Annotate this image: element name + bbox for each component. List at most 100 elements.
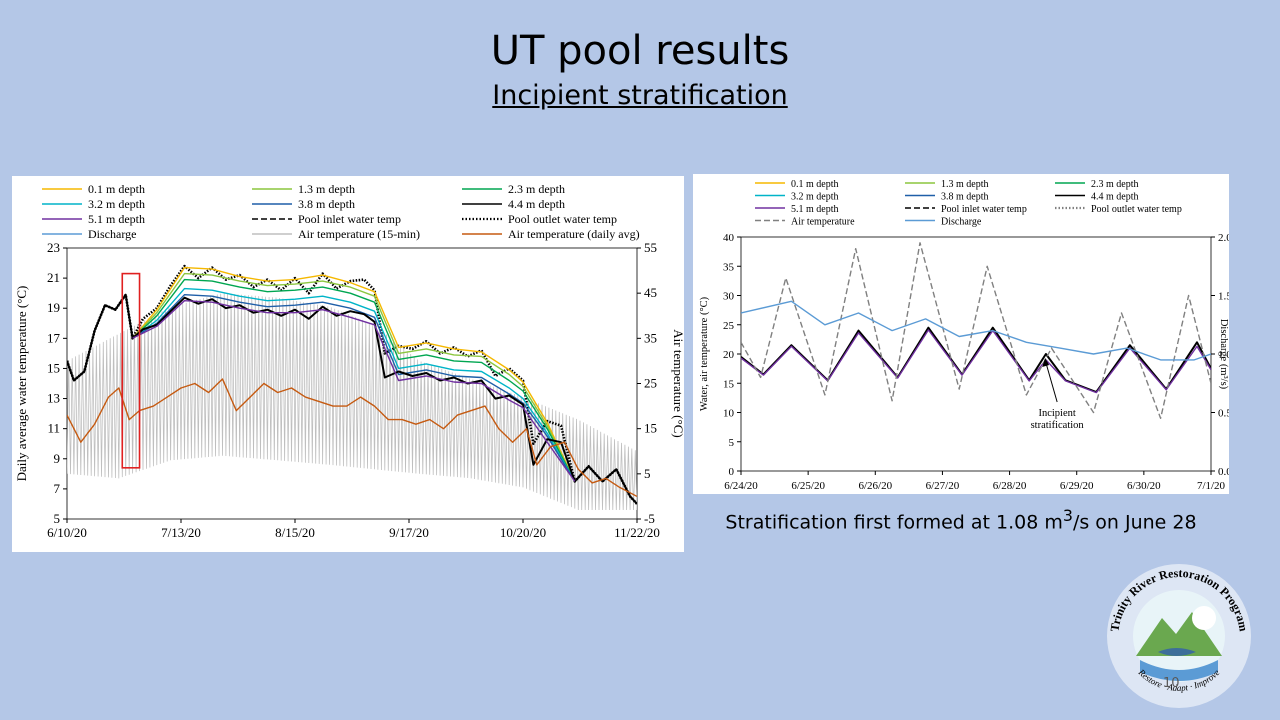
series-1-3-m-depth bbox=[132, 272, 576, 482]
legend-entry-0-1-m-depth: 0.1 m depth bbox=[42, 182, 145, 196]
plot-area bbox=[67, 264, 637, 511]
legend-label: 0.1 m depth bbox=[88, 182, 145, 196]
x-tick-label: 6/27/20 bbox=[926, 480, 960, 492]
y-tick-label: 15 bbox=[723, 378, 735, 390]
series-air-temperature bbox=[741, 242, 1211, 419]
legend-entry-pool-outlet-water-temp: Pool outlet water temp bbox=[462, 212, 617, 226]
y2-tick-label: 1.0 bbox=[1218, 349, 1229, 361]
legend-entry-1-3-m-depth: 1.3 m depth bbox=[252, 182, 355, 196]
x-tick-label: 6/28/20 bbox=[993, 480, 1027, 492]
x-axis: 6/10/20 7/13/20 8/15/20 9/17/20 10/20/20 11/2… bbox=[47, 519, 660, 540]
legend-label: 2.3 m depth bbox=[508, 182, 565, 196]
series-5-1-m-depth bbox=[132, 300, 576, 482]
legend-entry-discharge: Discharge bbox=[42, 227, 136, 241]
legend-entry-3-2-m-depth: 3.2 m depth bbox=[42, 197, 145, 211]
y-tick-label: 11 bbox=[47, 421, 60, 436]
x-tick-label: 9/17/20 bbox=[389, 525, 429, 540]
legend-label: 1.3 m depth bbox=[941, 179, 989, 190]
series-discharge bbox=[741, 300, 1211, 361]
legend-entry-4-4-m-depth: 4.4 m depth bbox=[1055, 192, 1139, 203]
legend-label: Air temperature bbox=[791, 217, 855, 228]
slide-number: 10 bbox=[1163, 676, 1180, 691]
y-tick-label: 19 bbox=[47, 300, 60, 315]
legend-label: Discharge bbox=[941, 217, 982, 228]
y2-tick-label: 35 bbox=[644, 330, 657, 345]
y-tick-label: 9 bbox=[54, 451, 61, 466]
y-tick-label: 20 bbox=[723, 349, 735, 361]
legend-entry-pool-outlet-water-temp: Pool outlet water temp bbox=[1055, 204, 1182, 215]
legend-entry-3-2-m-depth: 3.2 m depth bbox=[755, 192, 839, 203]
legend-entry-4-4-m-depth: 4.4 m depth bbox=[462, 197, 565, 211]
annotation-line: Incipient bbox=[1038, 408, 1075, 419]
x-tick-label: 10/20/20 bbox=[500, 525, 546, 540]
y-tick-label: 5 bbox=[54, 511, 61, 526]
y2-tick-label: 2.0 bbox=[1218, 232, 1229, 244]
legend-label: Air temperature (15-min) bbox=[298, 227, 420, 241]
series-2-3-m-depth bbox=[132, 278, 576, 482]
y2-tick-label: 0.5 bbox=[1218, 408, 1229, 420]
y2-axis-label: Discharge (m³/s) bbox=[1218, 319, 1229, 390]
legend-label: 0.1 m depth bbox=[791, 179, 839, 190]
legend-entry-2-3-m-depth: 2.3 m depth bbox=[462, 182, 565, 196]
legend-label: Discharge bbox=[88, 227, 136, 241]
y2-tick-label: 55 bbox=[644, 240, 657, 255]
y2-tick-label: 25 bbox=[644, 376, 657, 391]
y-tick-label: 30 bbox=[723, 291, 735, 303]
series-air-temperature-daily-avg bbox=[67, 378, 637, 498]
annotation-arrowhead bbox=[1042, 358, 1050, 367]
legend-label: Air temperature (daily avg) bbox=[508, 227, 640, 241]
slide-title: UT pool results bbox=[490, 28, 790, 74]
y-tick-label: 23 bbox=[47, 240, 60, 255]
y2-tick-label: 0.0 bbox=[1218, 466, 1229, 478]
chart-caption: Stratification first formed at 1.08 m3/s… bbox=[725, 506, 1197, 534]
highlight-box bbox=[121, 272, 141, 469]
chart-legend: 0.1 m depth 1.3 m depth 2.3 m depth 3.2 m d… bbox=[755, 179, 1182, 228]
y2-tick-label: -5 bbox=[644, 511, 655, 526]
annotation-arrow bbox=[1044, 359, 1058, 403]
y2-tick-label: 1.5 bbox=[1218, 291, 1229, 303]
legend-entry-2-3-m-depth: 2.3 m depth bbox=[1055, 179, 1139, 190]
right-chart-panel: 0.1 m depth 1.3 m depth 2.3 m depth 3.2 m d… bbox=[693, 174, 1232, 494]
y-tick-label: 40 bbox=[723, 232, 735, 244]
y-tick-label: 21 bbox=[47, 270, 60, 285]
x-tick-label: 6/24/20 bbox=[724, 480, 758, 492]
legend-label: 3.8 m depth bbox=[941, 192, 989, 203]
left-axis: 5 7 9 11 13 15 17 19 21 23 bbox=[47, 240, 67, 526]
legend-label: 3.8 m depth bbox=[298, 197, 355, 211]
x-tick-label: 6/26/20 bbox=[858, 480, 892, 492]
y-tick-label: 0 bbox=[729, 466, 735, 478]
legend-label: Pool outlet water temp bbox=[1091, 204, 1182, 215]
right-axis: -5 5 15 25 35 45 55 bbox=[637, 240, 657, 526]
y2-tick-label: 15 bbox=[644, 421, 657, 436]
slide-subtitle: Incipient stratification bbox=[492, 80, 788, 111]
series-0-1-m-depth bbox=[132, 266, 576, 482]
y-tick-label: 10 bbox=[723, 408, 735, 420]
legend-entry-discharge: Discharge bbox=[905, 217, 982, 228]
series-3-2-m-depth bbox=[132, 287, 576, 482]
y-tick-label: 7 bbox=[54, 481, 61, 496]
program-logo: Trinity River Restoration Program Restor… bbox=[1107, 564, 1251, 708]
y-tick-label: 13 bbox=[47, 391, 60, 406]
y-tick-label: 15 bbox=[47, 360, 60, 375]
series-5-1-m-depth bbox=[741, 329, 1211, 394]
left-axis: 0 5 10 15 20 25 30 35 40 bbox=[723, 232, 741, 478]
y-axis-label: Daily average water temperature (°C) bbox=[14, 286, 29, 482]
legend-entry-0-1-m-depth: 0.1 m depth bbox=[755, 179, 839, 190]
legend-label: Pool inlet water temp bbox=[298, 212, 401, 226]
left-chart-panel: 0.1 m depth 1.3 m depth 2.3 m depth 3.2 m d… bbox=[12, 176, 686, 552]
legend-label: 1.3 m depth bbox=[298, 182, 355, 196]
y-tick-label: 35 bbox=[723, 261, 735, 273]
annotation-line: stratification bbox=[1031, 420, 1085, 431]
legend-entry-pool-inlet-water-temp: Pool inlet water temp bbox=[252, 212, 401, 226]
x-tick-label: 11/22/20 bbox=[614, 525, 660, 540]
y-tick-label: 25 bbox=[723, 320, 735, 332]
caption-superscript: 3 bbox=[1062, 506, 1073, 525]
y2-tick-label: 5 bbox=[644, 466, 651, 481]
y2-axis-label: Air temperature (°C) bbox=[671, 329, 684, 437]
x-tick-label: 6/25/20 bbox=[791, 480, 825, 492]
x-tick-label: 6/29/20 bbox=[1060, 480, 1094, 492]
legend-entry-air-temperature-daily-avg: Air temperature (daily avg) bbox=[462, 227, 640, 241]
temperature-week-chart: 0.1 m depth 1.3 m depth 2.3 m depth 3.2 m d… bbox=[699, 179, 1232, 492]
legend-label: 4.4 m depth bbox=[508, 197, 565, 211]
legend-label: Pool inlet water temp bbox=[941, 204, 1027, 215]
